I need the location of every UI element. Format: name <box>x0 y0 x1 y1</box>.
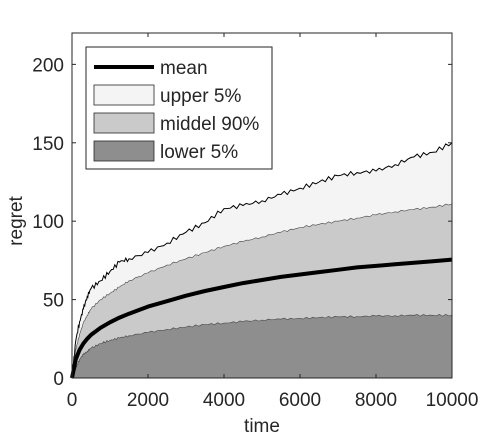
legend-label: middel 90% <box>160 114 259 135</box>
y-tick-label: 50 <box>43 291 64 312</box>
y-axis-label: regret <box>6 195 27 245</box>
legend-label: lower 5% <box>160 142 238 163</box>
band-lower-5- <box>72 314 452 378</box>
legend-label: upper 5% <box>160 86 241 107</box>
legend-swatch <box>93 112 155 134</box>
band-edge-upper-5- <box>71 142 453 379</box>
y-tick-label: 150 <box>32 134 64 155</box>
axes-box <box>71 32 453 379</box>
x-axis-label: time <box>244 416 280 437</box>
legend-swatch <box>93 140 155 162</box>
y-tick-label: 100 <box>32 212 64 233</box>
legend-swatch <box>93 84 155 106</box>
band-edge-lower-5- <box>71 314 453 379</box>
x-tick-label: 0 <box>67 390 78 411</box>
y-tick-label: 200 <box>32 55 64 76</box>
x-tick-label: 2000 <box>127 390 169 411</box>
legend-label: mean <box>160 58 208 79</box>
x-tick-label: 10000 <box>426 390 479 411</box>
band-edge-middel-90- <box>71 203 453 379</box>
x-tick-label: 8000 <box>355 390 397 411</box>
y-tick-label: 0 <box>53 369 64 390</box>
x-tick-label: 4000 <box>203 390 245 411</box>
mean-line <box>70 257 453 379</box>
x-tick-label: 6000 <box>279 390 321 411</box>
